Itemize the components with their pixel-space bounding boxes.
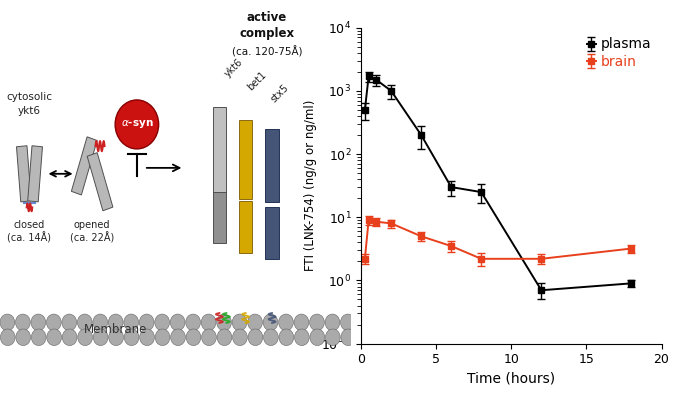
Bar	[72, 137, 97, 195]
Bar	[16, 146, 31, 202]
Circle shape	[248, 314, 263, 331]
Text: (ca. 14Å): (ca. 14Å)	[7, 232, 51, 243]
Bar	[213, 107, 226, 194]
Text: closed: closed	[14, 220, 45, 230]
Circle shape	[115, 100, 159, 149]
Circle shape	[263, 314, 278, 331]
Text: ykt6: ykt6	[223, 57, 245, 79]
Text: ykt6: ykt6	[18, 105, 41, 116]
Circle shape	[155, 314, 169, 331]
Circle shape	[186, 314, 200, 331]
Circle shape	[78, 329, 92, 346]
Circle shape	[31, 329, 46, 346]
Circle shape	[202, 329, 217, 346]
Legend: plasma, brain: plasma, brain	[585, 35, 655, 71]
Text: complex: complex	[239, 27, 294, 40]
Text: Membrane: Membrane	[84, 324, 148, 336]
Circle shape	[93, 314, 107, 331]
Circle shape	[186, 329, 201, 346]
Circle shape	[341, 329, 356, 346]
Circle shape	[16, 329, 30, 346]
Text: (ca. 120-75Å): (ca. 120-75Å)	[232, 46, 302, 57]
Circle shape	[0, 314, 15, 331]
Text: cytosolic: cytosolic	[7, 92, 53, 102]
Circle shape	[325, 314, 340, 331]
Bar	[87, 152, 113, 211]
Bar	[239, 201, 252, 253]
Circle shape	[155, 329, 170, 346]
Text: bet1: bet1	[246, 70, 269, 93]
Text: stx5: stx5	[269, 83, 290, 105]
Circle shape	[93, 329, 108, 346]
Circle shape	[325, 329, 340, 346]
Circle shape	[294, 314, 309, 331]
Circle shape	[310, 329, 325, 346]
Circle shape	[201, 314, 216, 331]
Text: (ca. 22Å): (ca. 22Å)	[70, 232, 114, 243]
X-axis label: Time (hours): Time (hours)	[467, 372, 556, 386]
Circle shape	[279, 329, 294, 346]
Circle shape	[140, 329, 155, 346]
Circle shape	[217, 314, 232, 331]
Circle shape	[139, 314, 154, 331]
Circle shape	[124, 329, 139, 346]
Circle shape	[170, 314, 185, 331]
Text: $\alpha$-syn: $\alpha$-syn	[121, 118, 153, 130]
Bar	[213, 192, 226, 243]
Circle shape	[263, 329, 278, 346]
Circle shape	[341, 314, 355, 331]
Circle shape	[233, 329, 247, 346]
Circle shape	[109, 329, 124, 346]
Circle shape	[47, 314, 61, 331]
Circle shape	[78, 314, 92, 331]
Circle shape	[16, 314, 30, 331]
Circle shape	[310, 314, 324, 331]
Bar	[265, 130, 279, 202]
Circle shape	[232, 314, 247, 331]
Circle shape	[171, 329, 186, 346]
Circle shape	[294, 329, 309, 346]
Circle shape	[248, 329, 263, 346]
Text: opened: opened	[74, 220, 110, 230]
Y-axis label: FTI (LNK-754) (ng/g or ng/ml): FTI (LNK-754) (ng/g or ng/ml)	[304, 100, 317, 271]
Bar	[28, 146, 43, 202]
Bar	[265, 207, 279, 259]
Text: active: active	[246, 11, 287, 24]
Circle shape	[62, 314, 77, 331]
Circle shape	[31, 314, 46, 331]
Bar	[239, 120, 252, 199]
Circle shape	[217, 329, 232, 346]
Circle shape	[279, 314, 294, 331]
Circle shape	[109, 314, 123, 331]
Circle shape	[124, 314, 138, 331]
Circle shape	[1, 329, 15, 346]
Circle shape	[62, 329, 77, 346]
Circle shape	[47, 329, 61, 346]
